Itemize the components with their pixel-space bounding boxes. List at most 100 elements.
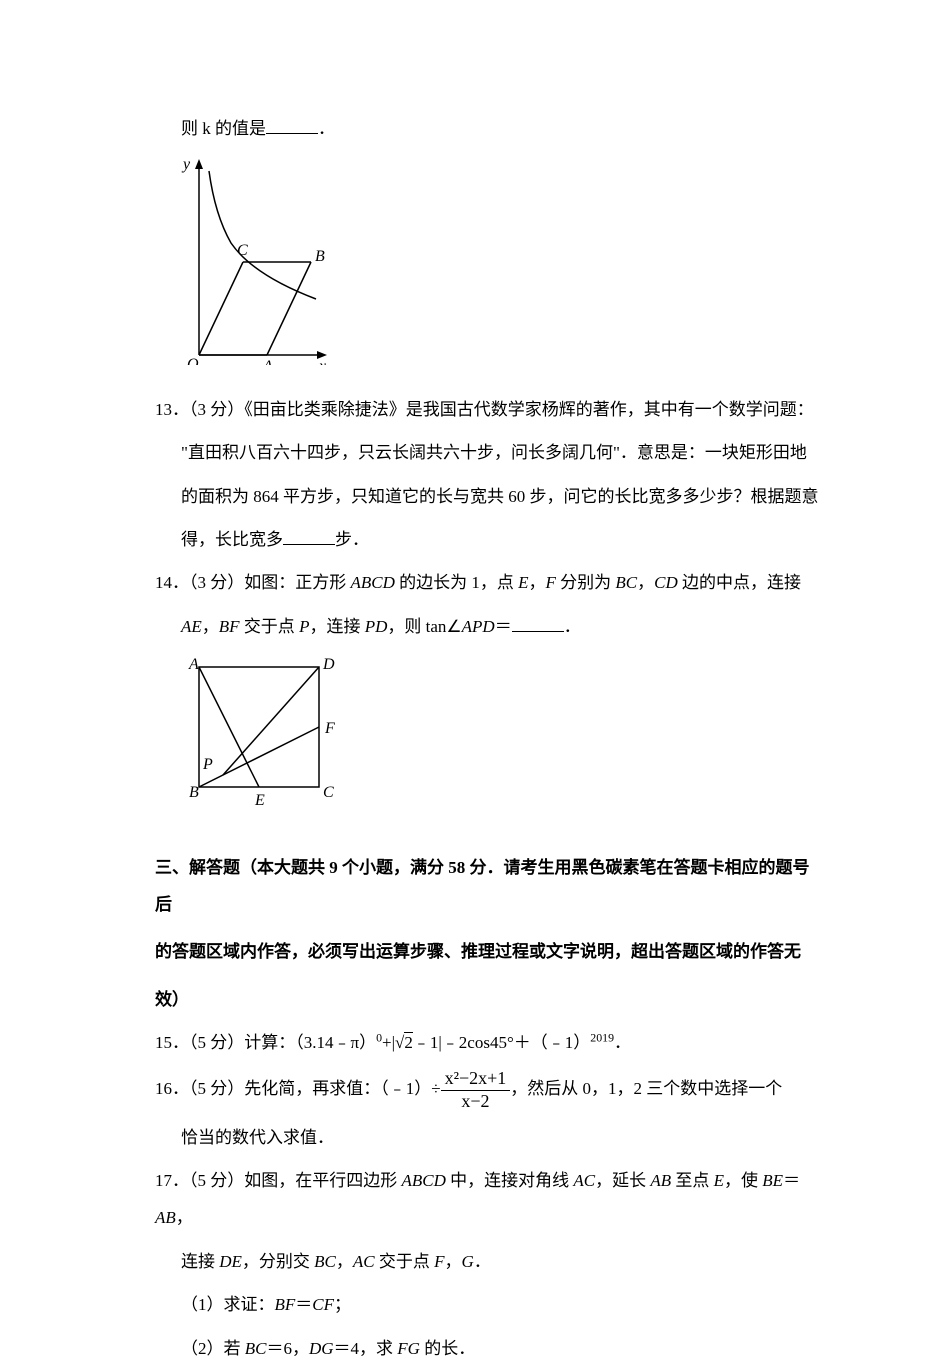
q12-figure: y x O A B C bbox=[155, 155, 820, 378]
q15-plus1: +| bbox=[382, 1033, 395, 1052]
q17-eq: ＝ bbox=[783, 1171, 800, 1190]
q16: 16．（5 分）先化简，再求值：（﹣1）÷x²−2x+1x−2，然后从 0，1，… bbox=[155, 1067, 820, 1112]
q17-F: F bbox=[434, 1252, 444, 1271]
q13-line1: 《田亩比类乘除捷法》是我国古代数学家杨辉的著作，其中有一个数学问题： bbox=[244, 400, 814, 419]
q17-t4: 至点 bbox=[671, 1171, 714, 1190]
q15-minus1: ﹣1|﹣2cos45°＋（﹣1） bbox=[413, 1033, 590, 1052]
q16-suffix: ，然后从 0，1，2 三个数中选择一个 bbox=[510, 1079, 782, 1098]
q12-tail: 则 k 的值是． bbox=[155, 110, 820, 147]
q14-P: P bbox=[299, 617, 309, 636]
q14-line2-wrap: AE，BF 交于点 P，连接 PD，则 tan∠APD＝． bbox=[155, 608, 820, 645]
q17-G: G bbox=[462, 1252, 474, 1271]
q17-comma: ， bbox=[176, 1208, 193, 1227]
q17-c3: ， bbox=[445, 1252, 462, 1271]
q14-AE: AE bbox=[181, 617, 202, 636]
q12-label-y: y bbox=[181, 156, 191, 173]
q16-number: 16 bbox=[155, 1079, 172, 1098]
q17-t5: ，使 bbox=[724, 1171, 762, 1190]
q16-num: x²−2x+1 bbox=[441, 1068, 511, 1091]
section3-line3: 效） bbox=[155, 981, 820, 1018]
q14-F: F bbox=[546, 573, 556, 592]
q15-exp2019: 2019 bbox=[590, 1030, 614, 1044]
q13-line3: 的面积为 864 平方步，只知道它的长与宽共 60 步，问它的长比宽多多少步？根… bbox=[155, 478, 820, 515]
q17-E: E bbox=[714, 1171, 724, 1190]
q14-t7: ，则 tan∠ bbox=[387, 617, 461, 636]
q17-BC3: BC bbox=[245, 1339, 267, 1358]
q16-points: （5 分） bbox=[189, 1079, 244, 1098]
q14-eq: ＝ bbox=[495, 617, 512, 636]
q17-t2: 中，连接对角线 bbox=[446, 1171, 574, 1190]
q14-blank bbox=[512, 615, 564, 632]
q12-label-x: x bbox=[318, 358, 326, 365]
q14-fig-B: B bbox=[189, 784, 199, 801]
q17-AB: AB bbox=[650, 1171, 671, 1190]
q17-c2: ， bbox=[336, 1252, 353, 1271]
q14-abcd: ABCD bbox=[351, 573, 395, 592]
q13-suffix: 步． bbox=[335, 530, 369, 549]
q17-sub1: （1）求证：BF＝CF； bbox=[155, 1286, 820, 1323]
q14-c2: ， bbox=[637, 573, 654, 592]
q14-fig-A: A bbox=[188, 656, 199, 673]
q15-period: ． bbox=[614, 1033, 631, 1052]
q14-BF: BF bbox=[219, 617, 240, 636]
q17-eq3: ＝6， bbox=[266, 1339, 309, 1358]
q13-points: （3 分） bbox=[189, 400, 244, 419]
q12-label-O: O bbox=[187, 356, 199, 365]
q17-AB2: AB bbox=[155, 1208, 176, 1227]
q14-fig-F: F bbox=[324, 720, 335, 737]
q14-t5: 交于点 bbox=[240, 617, 300, 636]
q17-t7: ，分别交 bbox=[242, 1252, 314, 1271]
q17-sub2: （2）若 BC＝6，DG＝4，求 FG 的长． bbox=[155, 1330, 820, 1367]
q14-t3: 分别为 bbox=[556, 573, 616, 592]
q17-points: （5 分） bbox=[189, 1171, 244, 1190]
q14-fig-D: D bbox=[322, 656, 335, 673]
q16-den: x−2 bbox=[441, 1091, 511, 1113]
q13-line4: 得，长比宽多 bbox=[181, 530, 283, 549]
q14-fig-P: P bbox=[202, 756, 213, 773]
q17-eq2: ＝ bbox=[295, 1295, 312, 1314]
q12-tail-text: 则 k 的值是 bbox=[181, 119, 266, 138]
q16-line2: 恰当的数代入求值． bbox=[155, 1119, 820, 1156]
q13-blank bbox=[283, 528, 335, 545]
q17-t1: 如图，在平行四边形 bbox=[244, 1171, 401, 1190]
q17-number: 17 bbox=[155, 1171, 172, 1190]
q14-figure: A D B C E F P bbox=[155, 653, 820, 836]
q17-sub2-post: 的长． bbox=[420, 1339, 475, 1358]
q14-t6: ，连接 bbox=[309, 617, 364, 636]
q13-number: 13 bbox=[155, 400, 172, 419]
q17-AC: AC bbox=[573, 1171, 595, 1190]
q17-BE: BE bbox=[762, 1171, 783, 1190]
section3-line2: 的答题区域内作答，必须写出运算步骤、推理过程或文字说明，超出答题区域的作答无 bbox=[155, 933, 820, 970]
q16-prefix: 先化简，再求值：（﹣1）÷ bbox=[244, 1079, 440, 1098]
q12-label-C: C bbox=[237, 242, 248, 259]
q14-t4: 边的中点，连接 bbox=[678, 573, 801, 592]
q17-CF: CF bbox=[312, 1295, 334, 1314]
q17-DG: DG bbox=[309, 1339, 334, 1358]
q16-fraction: x²−2x+1x−2 bbox=[441, 1068, 511, 1112]
q12-label-B: B bbox=[315, 248, 325, 265]
q14-fig-E: E bbox=[254, 792, 265, 809]
q13: 13．（3 分）《田亩比类乘除捷法》是我国古代数学家杨辉的著作，其中有一个数学问… bbox=[155, 391, 820, 428]
q12-blank bbox=[266, 117, 318, 134]
q15: 15．（5 分）计算：（3.14﹣π）0+|√2﹣1|﹣2cos45°＋（﹣1）… bbox=[155, 1024, 820, 1061]
q15-points: （5 分） bbox=[189, 1033, 244, 1052]
q17-sub1-label: （1）求证： bbox=[181, 1295, 275, 1314]
q14-APD: APD bbox=[462, 617, 495, 636]
q14-CD: CD bbox=[654, 573, 678, 592]
q17: 17．（5 分）如图，在平行四边形 ABCD 中，连接对角线 AC，延长 AB … bbox=[155, 1162, 820, 1237]
q17-AC2: AC bbox=[353, 1252, 375, 1271]
q14-number: 14 bbox=[155, 573, 172, 592]
q12-label-A: A bbox=[262, 358, 273, 365]
q13-line4-wrap: 得，长比宽多 步． bbox=[155, 521, 820, 558]
q17-semi: ； bbox=[334, 1295, 351, 1314]
q14-BC: BC bbox=[615, 573, 637, 592]
q17-DE: DE bbox=[219, 1252, 242, 1271]
q17-FG: FG bbox=[397, 1339, 420, 1358]
q13-line2: "直田积八百六十四步，只云长阔共六十步，问长多阔几何"．意思是：一块矩形田地 bbox=[155, 434, 820, 471]
q17-sub2-label: （2）若 bbox=[181, 1339, 245, 1358]
q17-t8: 交于点 bbox=[375, 1252, 435, 1271]
q17-t3: ，延长 bbox=[595, 1171, 650, 1190]
q15-number: 15 bbox=[155, 1033, 172, 1052]
q14-t1: 如图：正方形 bbox=[244, 573, 350, 592]
q14-points: （3 分） bbox=[189, 573, 244, 592]
